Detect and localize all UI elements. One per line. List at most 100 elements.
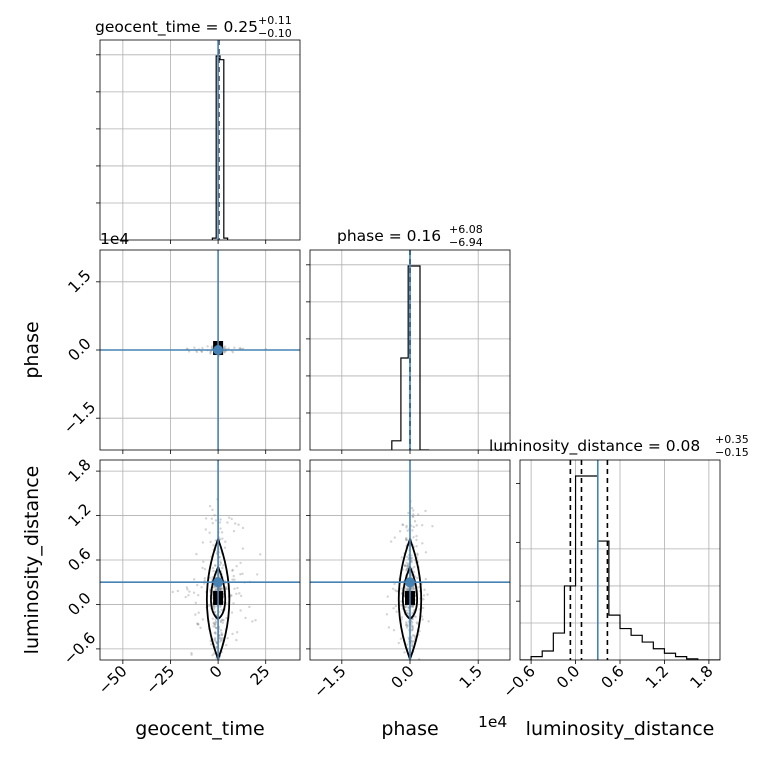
sample-point-geocent-time-vs-luminosity-distance-147 [218,640,222,643]
sample-point-phase-vs-luminosity-distance-268 [405,555,409,559]
sample-point-geocent-time-vs-luminosity-distance-221 [220,618,224,621]
title-phase-main: phase = 0.16 [337,227,441,245]
sample-point-geocent-time-vs-luminosity-distance-384 [208,531,211,534]
sample-point-phase-vs-luminosity-distance-160 [411,612,414,615]
sample-point-geocent-time-vs-phase-81 [209,350,212,354]
sample-point-phase-vs-luminosity-distance-173 [413,662,415,664]
panel-phase-vs-luminosity-distance: −1.5 0.0 1.5 [306,459,511,710]
sample-point-phase-vs-luminosity-distance-302 [427,620,430,623]
sample-point-geocent-time-vs-luminosity-distance-86 [214,640,217,643]
sample-point-phase-vs-luminosity-distance-153 [405,536,408,540]
sample-point-phase-vs-luminosity-distance-122 [405,524,408,528]
sample-point-phase-vs-luminosity-distance-223 [431,524,434,528]
sample-point-phase-vs-luminosity-distance-199 [415,621,418,624]
sample-point-phase-vs-luminosity-distance-333 [414,660,416,662]
title-geocent-time: geocent_time = 0.25 +0.11 −0.10 [95,14,292,40]
tick-label-x-geocent-time-vs-luminosity-distance-1: −25 [142,662,178,698]
sample-point-phase-vs-luminosity-distance-11 [411,629,414,632]
sample-point-phase-vs-luminosity-distance-0 [406,566,409,570]
sample-point-phase-vs-luminosity-distance-390 [424,551,428,554]
sample-point-geocent-time-vs-luminosity-distance-295 [214,620,217,623]
sample-point-phase-vs-luminosity-distance-303 [408,708,410,710]
sample-point-phase-vs-luminosity-distance-269 [422,598,425,601]
sample-point-phase-vs-luminosity-distance-407 [405,538,408,542]
frame-hist-geocent-time [99,39,301,241]
sample-point-geocent-time-vs-luminosity-distance-137 [211,521,214,525]
sample-point-phase-vs-luminosity-distance-27 [412,513,415,516]
sample-point-phase-vs-luminosity-distance-343 [410,506,414,510]
sample-point-phase-vs-luminosity-distance-183 [406,564,409,568]
sample-point-geocent-time-vs-luminosity-distance-192 [251,620,254,623]
sample-point-phase-vs-luminosity-distance-1 [423,588,426,591]
sample-point-geocent-time-vs-luminosity-distance-263 [184,595,187,599]
sample-point-geocent-time-vs-luminosity-distance-177 [201,541,205,544]
panel-content-geocent-time-vs-phase [100,250,300,450]
sample-point-phase-vs-luminosity-distance-65 [406,587,410,590]
panels-layer: −0.6 0.0 0.6 1.2 1.8 −1.5 0.0 1.5 −50 −25 0 25 −0.6 0… [60,39,721,710]
sample-point-geocent-time-vs-luminosity-distance-355 [221,619,224,622]
sample-point-geocent-time-vs-luminosity-distance-311 [222,564,225,567]
tick-label-x-geocent-time-vs-luminosity-distance-3: 25 [247,662,274,689]
sample-point-phase-vs-luminosity-distance-247 [408,702,410,704]
sample-point-geocent-time-vs-luminosity-distance-348 [231,569,234,572]
sample-point-geocent-time-vs-phase-79 [222,350,226,353]
sample-point-geocent-time-vs-luminosity-distance-241 [219,588,222,591]
sample-point-geocent-time-vs-luminosity-distance-228 [218,563,221,567]
sample-point-geocent-time-vs-luminosity-distance-198 [218,588,222,592]
sample-point-geocent-time-vs-luminosity-distance-261 [203,576,206,580]
sample-point-phase-vs-luminosity-distance-365 [397,641,400,645]
sample-point-geocent-time-vs-luminosity-distance-404 [214,646,218,649]
title-luminosity-distance-main: luminosity_distance = 0.08 [489,437,700,456]
sample-point-geocent-time-vs-luminosity-distance-239 [236,586,239,590]
sample-point-geocent-time-vs-phase-89 [231,350,235,354]
sample-point-geocent-time-vs-luminosity-distance-181 [230,691,232,693]
tick-label-y-geocent-time-vs-luminosity-distance-1: 0.0 [65,589,95,619]
sample-point-phase-vs-luminosity-distance-103 [406,588,410,592]
tick-label-y-geocent-time-vs-luminosity-distance-3: 1.2 [65,500,95,530]
sample-point-phase-vs-luminosity-distance-353 [406,624,410,627]
x-axis-label-phase: phase [381,718,438,740]
sample-point-phase-vs-luminosity-distance-141 [413,565,416,569]
sample-point-geocent-time-vs-luminosity-distance-292 [239,609,242,612]
sample-point-geocent-time-vs-luminosity-distance-105 [220,636,224,640]
title-geocent-time-main: geocent_time = 0.25 [95,18,258,37]
sample-point-phase-vs-luminosity-distance-318 [405,621,408,624]
sample-point-geocent-time-vs-luminosity-distance-417 [211,508,214,512]
sample-point-phase-vs-luminosity-distance-372 [415,524,418,527]
sample-point-phase-vs-luminosity-distance-55 [401,523,405,527]
histogram-hist-luminosity-distance [520,475,720,660]
panel-content-phase-vs-luminosity-distance [310,460,510,710]
sample-point-geocent-time-vs-luminosity-distance-276 [214,564,217,567]
sample-point-geocent-time-vs-luminosity-distance-328 [199,626,202,630]
sample-point-geocent-time-vs-luminosity-distance-248 [214,632,217,635]
sample-point-phase-vs-luminosity-distance-101 [398,530,402,533]
sample-point-phase-vs-luminosity-distance-368 [418,677,420,679]
sample-point-phase-vs-luminosity-distance-44 [410,643,414,646]
sample-point-phase-vs-luminosity-distance-17 [405,568,408,571]
sample-point-geocent-time-vs-luminosity-distance-97 [190,651,193,655]
sample-point-geocent-time-vs-luminosity-distance-392 [219,586,222,590]
sample-point-geocent-time-vs-luminosity-distance-78 [218,521,222,524]
sample-point-geocent-time-vs-luminosity-distance-240 [213,606,216,609]
sample-point-geocent-time-vs-phase-47 [222,346,225,349]
sample-point-phase-vs-luminosity-distance-251 [405,588,409,591]
title-luminosity-distance: luminosity_distance = 0.08 +0.35 −0.15 [489,433,749,459]
sample-point-geocent-time-vs-luminosity-distance-236 [214,625,217,629]
sample-point-phase-vs-luminosity-distance-339 [407,612,410,616]
sample-point-phase-vs-luminosity-distance-61 [410,628,413,632]
sample-point-geocent-time-vs-luminosity-distance-260 [239,573,242,576]
sample-point-phase-vs-luminosity-distance-5 [411,604,414,608]
sample-point-phase-vs-luminosity-distance-75 [406,606,410,609]
sample-point-phase-vs-luminosity-distance-382 [411,605,414,609]
sample-point-geocent-time-vs-luminosity-distance-116 [192,591,196,594]
sample-point-phase-vs-luminosity-distance-26 [413,635,417,639]
tick-label-y-geocent-time-vs-luminosity-distance-2: 0.6 [65,545,95,575]
sample-point-geocent-time-vs-luminosity-distance-131 [171,590,174,594]
sample-point-geocent-time-vs-luminosity-distance-29 [197,611,200,614]
sample-point-geocent-time-vs-luminosity-distance-246 [222,618,225,622]
sample-point-geocent-time-vs-luminosity-distance-70 [230,611,234,614]
sample-point-phase-vs-luminosity-distance-176 [412,587,416,590]
sample-point-phase-vs-luminosity-distance-344 [411,587,415,591]
sample-point-geocent-time-vs-luminosity-distance-214 [220,639,223,642]
